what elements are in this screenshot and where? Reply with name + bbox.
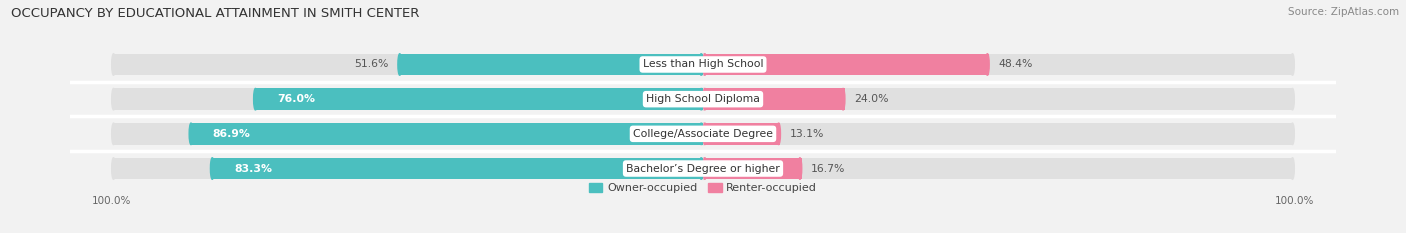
Bar xyxy=(703,88,1292,110)
Circle shape xyxy=(699,88,703,110)
Circle shape xyxy=(702,158,704,179)
Circle shape xyxy=(1291,54,1295,75)
Circle shape xyxy=(398,54,402,75)
Bar xyxy=(704,158,801,179)
Bar xyxy=(256,88,703,110)
Bar xyxy=(704,88,845,110)
Bar xyxy=(114,88,703,110)
Circle shape xyxy=(702,158,704,179)
Circle shape xyxy=(702,123,704,145)
Circle shape xyxy=(190,123,193,145)
Circle shape xyxy=(1291,88,1295,110)
Circle shape xyxy=(799,158,801,179)
Bar xyxy=(114,54,703,75)
Circle shape xyxy=(111,158,115,179)
Text: 16.7%: 16.7% xyxy=(811,164,845,174)
Bar xyxy=(703,158,1292,179)
Bar xyxy=(704,54,990,75)
Text: 24.0%: 24.0% xyxy=(853,94,889,104)
Bar xyxy=(399,54,703,75)
Text: Less than High School: Less than High School xyxy=(643,59,763,69)
Bar xyxy=(114,123,703,145)
Circle shape xyxy=(702,54,704,75)
Circle shape xyxy=(702,88,704,110)
Circle shape xyxy=(703,123,707,145)
Circle shape xyxy=(1291,123,1295,145)
Text: OCCUPANCY BY EDUCATIONAL ATTAINMENT IN SMITH CENTER: OCCUPANCY BY EDUCATIONAL ATTAINMENT IN S… xyxy=(11,7,419,20)
Text: Source: ZipAtlas.com: Source: ZipAtlas.com xyxy=(1288,7,1399,17)
Circle shape xyxy=(699,158,703,179)
Circle shape xyxy=(703,158,707,179)
Circle shape xyxy=(776,123,780,145)
Text: 51.6%: 51.6% xyxy=(354,59,389,69)
Text: 48.4%: 48.4% xyxy=(998,59,1032,69)
Circle shape xyxy=(253,88,257,110)
Circle shape xyxy=(211,158,214,179)
Circle shape xyxy=(841,88,845,110)
Text: 83.3%: 83.3% xyxy=(233,164,273,174)
Bar xyxy=(191,123,703,145)
Bar xyxy=(212,158,703,179)
Text: Bachelor’s Degree or higher: Bachelor’s Degree or higher xyxy=(626,164,780,174)
Circle shape xyxy=(702,123,704,145)
Circle shape xyxy=(703,54,707,75)
Circle shape xyxy=(111,88,115,110)
Text: High School Diploma: High School Diploma xyxy=(647,94,759,104)
Circle shape xyxy=(702,88,704,110)
Circle shape xyxy=(1291,158,1295,179)
Circle shape xyxy=(111,123,115,145)
Circle shape xyxy=(702,54,704,75)
Circle shape xyxy=(111,54,115,75)
Legend: Owner-occupied, Renter-occupied: Owner-occupied, Renter-occupied xyxy=(589,182,817,193)
Bar xyxy=(703,123,1292,145)
Bar xyxy=(704,123,780,145)
Text: College/Associate Degree: College/Associate Degree xyxy=(633,129,773,139)
Text: 13.1%: 13.1% xyxy=(789,129,824,139)
Bar xyxy=(703,54,1292,75)
Circle shape xyxy=(699,54,703,75)
Circle shape xyxy=(986,54,990,75)
Text: 86.9%: 86.9% xyxy=(212,129,250,139)
Circle shape xyxy=(703,88,707,110)
Circle shape xyxy=(699,123,703,145)
Text: 76.0%: 76.0% xyxy=(277,94,315,104)
Bar xyxy=(114,158,703,179)
